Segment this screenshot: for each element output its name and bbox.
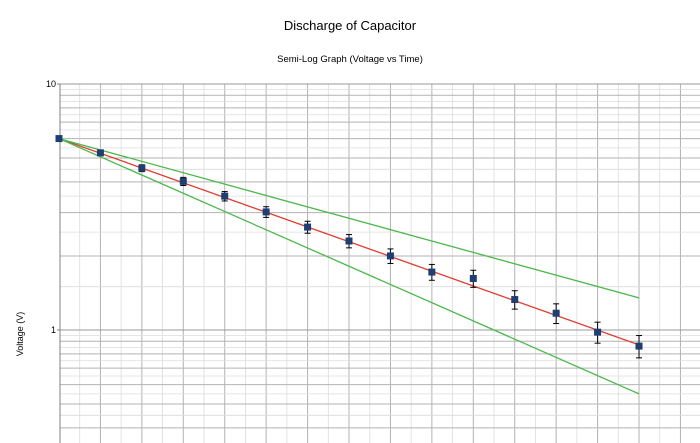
upper-bound-line xyxy=(58,137,640,299)
data-point xyxy=(221,192,229,200)
data-point xyxy=(428,268,436,276)
y-tick-label: 1 xyxy=(51,325,56,335)
data-point xyxy=(469,274,477,282)
data-point xyxy=(635,342,643,350)
chart-subtitle: Semi-Log Graph (Voltage vs Time) xyxy=(277,54,423,65)
chart-title: Discharge of Capacitor xyxy=(284,18,417,33)
grid xyxy=(60,83,700,443)
data-point xyxy=(55,135,63,143)
data-point xyxy=(304,223,312,231)
series-layer xyxy=(55,135,643,395)
y-tick-labels: 10 1 xyxy=(46,79,60,335)
lower-bound-line xyxy=(58,137,640,395)
data-point xyxy=(96,149,104,157)
data-point xyxy=(138,164,146,172)
data-point xyxy=(511,296,519,304)
data-point xyxy=(552,309,560,317)
data-point xyxy=(594,328,602,336)
y-tick-label: 10 xyxy=(46,79,56,89)
data-point xyxy=(386,252,394,260)
data-point xyxy=(262,208,270,216)
data-point xyxy=(179,177,187,185)
y-axis-label: Voltage (V) xyxy=(15,312,25,357)
data-point xyxy=(345,237,353,245)
